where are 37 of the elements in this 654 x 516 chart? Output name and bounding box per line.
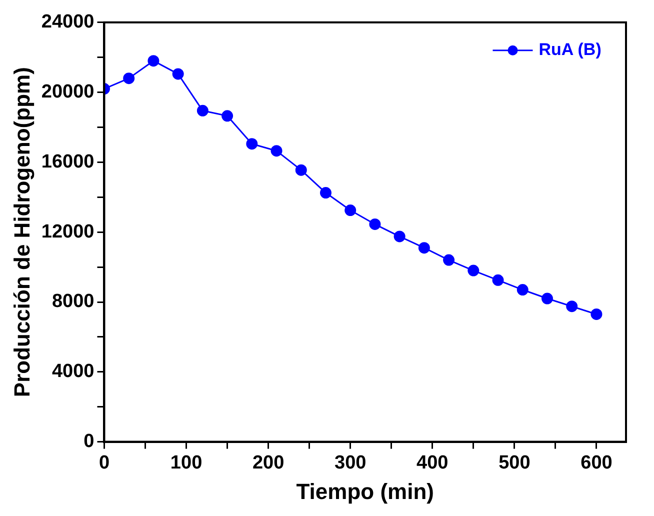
point bbox=[492, 274, 504, 286]
point bbox=[148, 55, 160, 67]
point bbox=[468, 264, 480, 276]
x-tick-label: 600 bbox=[580, 452, 612, 474]
x-tick-label: 300 bbox=[334, 452, 366, 474]
y-tick-label: 12000 bbox=[41, 221, 94, 242]
point bbox=[320, 187, 332, 199]
point bbox=[541, 292, 553, 304]
x-tick-label: 400 bbox=[416, 452, 448, 474]
legend-label: RuA (B) bbox=[538, 40, 602, 60]
point bbox=[246, 138, 258, 150]
point bbox=[196, 104, 208, 116]
point bbox=[270, 145, 282, 157]
x-tick-label: 500 bbox=[498, 452, 530, 474]
point bbox=[566, 300, 578, 312]
y-tick-label: 8000 bbox=[52, 291, 94, 312]
point bbox=[590, 308, 602, 320]
x-tick-label: 100 bbox=[170, 452, 202, 474]
y-axis-title: Producción de Hidrogeno(ppm) bbox=[9, 67, 34, 398]
y-tick-label: 24000 bbox=[41, 12, 94, 33]
point bbox=[123, 72, 135, 84]
y-tick-label: 0 bbox=[84, 431, 94, 452]
point bbox=[443, 254, 455, 266]
point bbox=[344, 204, 356, 216]
point bbox=[394, 230, 406, 242]
x-tick-label: 200 bbox=[252, 452, 284, 474]
x-tick-label: 0 bbox=[98, 452, 110, 474]
y-tick-label: 20000 bbox=[41, 82, 94, 103]
point bbox=[418, 242, 430, 254]
point bbox=[516, 284, 528, 296]
point bbox=[222, 110, 234, 122]
point bbox=[172, 68, 184, 80]
y-tick-label: 16000 bbox=[41, 151, 94, 172]
point bbox=[369, 218, 381, 230]
y-tick-label: 4000 bbox=[52, 361, 94, 382]
point bbox=[295, 164, 307, 176]
x-axis-title: Tiempo (min) bbox=[296, 478, 434, 504]
